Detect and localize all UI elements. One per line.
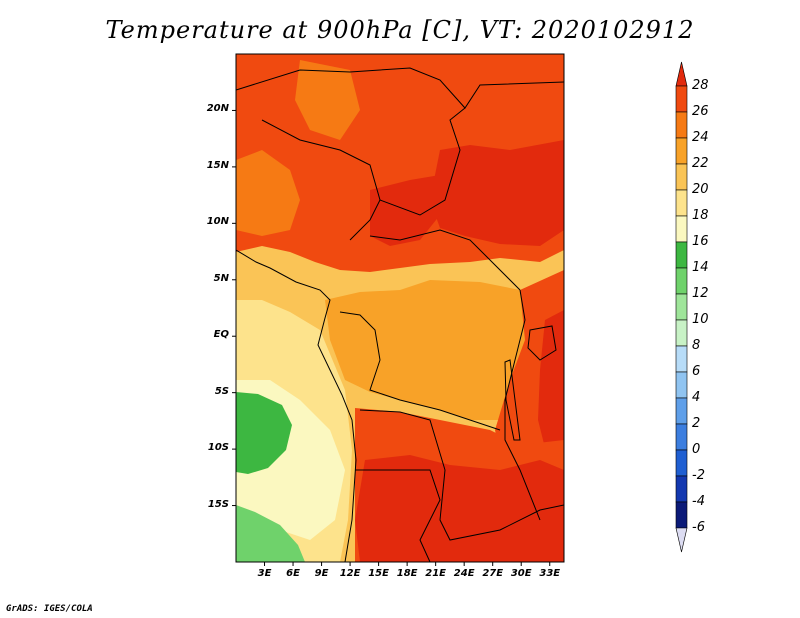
colorbar-box <box>675 293 688 321</box>
colorbar-box <box>675 397 688 425</box>
lon-tick-label: 27E <box>482 568 504 579</box>
colorbar-box <box>675 319 688 347</box>
lat-tick-label: 20N <box>206 103 229 115</box>
colorbar-level-label: 6 <box>692 364 701 379</box>
field-lightgreen-sw <box>236 505 305 562</box>
border-car <box>369 229 521 291</box>
colorbar-level-label: 8 <box>692 338 701 353</box>
colorbar-box <box>675 85 688 113</box>
lon-tick-label: 21E <box>425 568 447 579</box>
lake-victoria <box>527 325 557 361</box>
colorbar-box <box>675 137 688 165</box>
colorbar-level-label: -2 <box>692 468 705 483</box>
colorbar-box <box>675 189 688 217</box>
field-basin <box>325 280 530 420</box>
lat-tick-label: 10S <box>207 442 229 454</box>
colorbar-level-label: 14 <box>692 260 709 275</box>
coastline-west <box>236 249 357 562</box>
colorbar-level-label: -6 <box>692 520 705 535</box>
colorbar-level-label: 18 <box>692 208 709 223</box>
border-south <box>359 409 564 541</box>
lon-tick-label: 24E <box>453 568 475 579</box>
lake-tanganyika <box>504 359 521 441</box>
colorbar-level-label: 4 <box>692 390 701 405</box>
border-chad <box>379 107 466 216</box>
colorbar-box <box>675 215 688 243</box>
colorbar-level-label: 28 <box>692 78 709 93</box>
colorbar-box <box>675 241 688 269</box>
colorbar-level-label: 26 <box>692 104 709 119</box>
colorbar-level-label: 20 <box>692 182 709 197</box>
colorbar-box <box>675 345 688 373</box>
chart-title: Temperature at 900hPa [C], VT: 202010291… <box>105 16 695 44</box>
colorbar-level-label: 2 <box>692 416 701 431</box>
field-hottest-north <box>430 140 564 246</box>
colorbar-box <box>675 423 688 451</box>
colorbar-level-label: 16 <box>692 234 709 249</box>
country-borders <box>236 67 564 562</box>
lon-tick-label: 6E <box>286 568 300 579</box>
field-warm-nw <box>236 150 300 236</box>
border-angola <box>355 469 441 562</box>
lon-tick-label: 9E <box>314 568 329 579</box>
lon-tick-label: 3E <box>257 568 272 579</box>
credit-text: GrADS: IGES/COLA <box>6 604 93 614</box>
colorbar-box <box>675 449 688 477</box>
colorbar-box <box>675 163 688 191</box>
colorbar-bottom-triangle <box>675 527 688 553</box>
lat-tick-label: 15N <box>206 159 229 171</box>
lat-tick-label: 5S <box>214 385 229 397</box>
colorbar-level-label: 0 <box>692 442 701 457</box>
lon-tick-label: 18E <box>396 568 418 579</box>
colorbar-box <box>675 475 688 503</box>
colorbar-box <box>675 371 688 399</box>
field-warm-north <box>295 60 360 140</box>
lat-tick-label: 10N <box>206 216 229 228</box>
lon-tick-label: 12E <box>339 568 361 579</box>
colorbar-box <box>675 111 688 139</box>
lon-tick-label: 33E <box>539 568 561 579</box>
colorbar <box>675 61 688 553</box>
lat-tick-label: EQ <box>213 329 229 341</box>
colorbar-box <box>675 501 688 529</box>
colorbar-level-label: -4 <box>692 494 705 509</box>
field-hottest-sahel <box>370 175 440 246</box>
lon-tick-label: 15E <box>368 568 389 579</box>
colorbar-level-label: 22 <box>692 156 709 171</box>
border-north <box>236 67 564 109</box>
field-hottest-south <box>355 455 564 562</box>
colorbar-level-label: 12 <box>692 286 709 301</box>
map-frame <box>235 53 565 563</box>
colorbar-box <box>675 267 688 295</box>
lon-tick-label: 30E <box>510 568 532 579</box>
field-green-sw <box>236 392 292 474</box>
temperature-field <box>236 54 564 562</box>
colorbar-level-label: 10 <box>692 312 709 327</box>
field-hottest-east <box>538 310 564 470</box>
lat-tick-marks <box>232 109 236 507</box>
lon-tick-marks <box>264 562 551 566</box>
border-drc-east <box>504 289 541 521</box>
colorbar-level-label: 24 <box>692 130 709 145</box>
lat-tick-label: 15S <box>207 498 229 510</box>
lat-tick-label: 5N <box>213 272 229 284</box>
border-niger <box>261 119 381 241</box>
border-congo <box>339 311 501 431</box>
colorbar-top-triangle <box>675 61 688 87</box>
